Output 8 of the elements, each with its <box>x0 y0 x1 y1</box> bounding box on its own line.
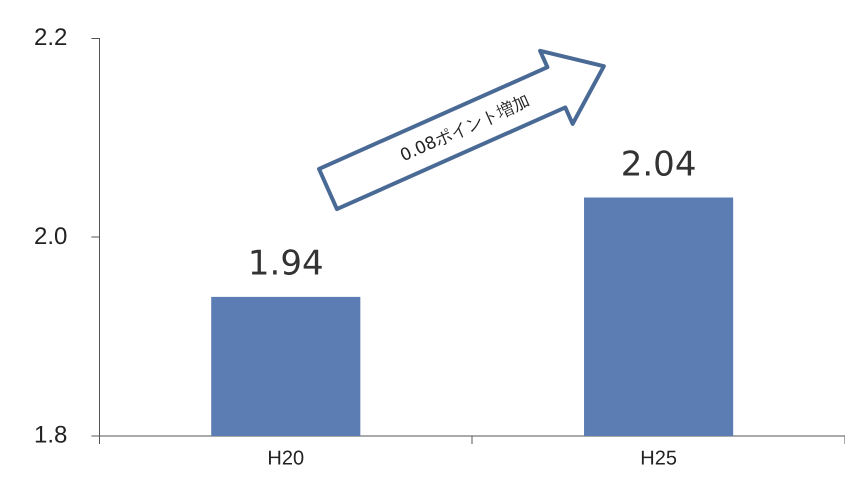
x-tick-label: H25 <box>640 448 677 470</box>
y-tick-label: 2.0 <box>34 222 68 250</box>
annotation: 0.08ポイント増加 <box>396 90 534 167</box>
data-label: 1.94 <box>248 244 324 284</box>
y-tick-label: 1.8 <box>34 422 68 449</box>
data-label: 2.04 <box>620 144 696 184</box>
y-tick-label: 2.2 <box>34 24 68 52</box>
x-tick-label: H20 <box>267 448 304 470</box>
